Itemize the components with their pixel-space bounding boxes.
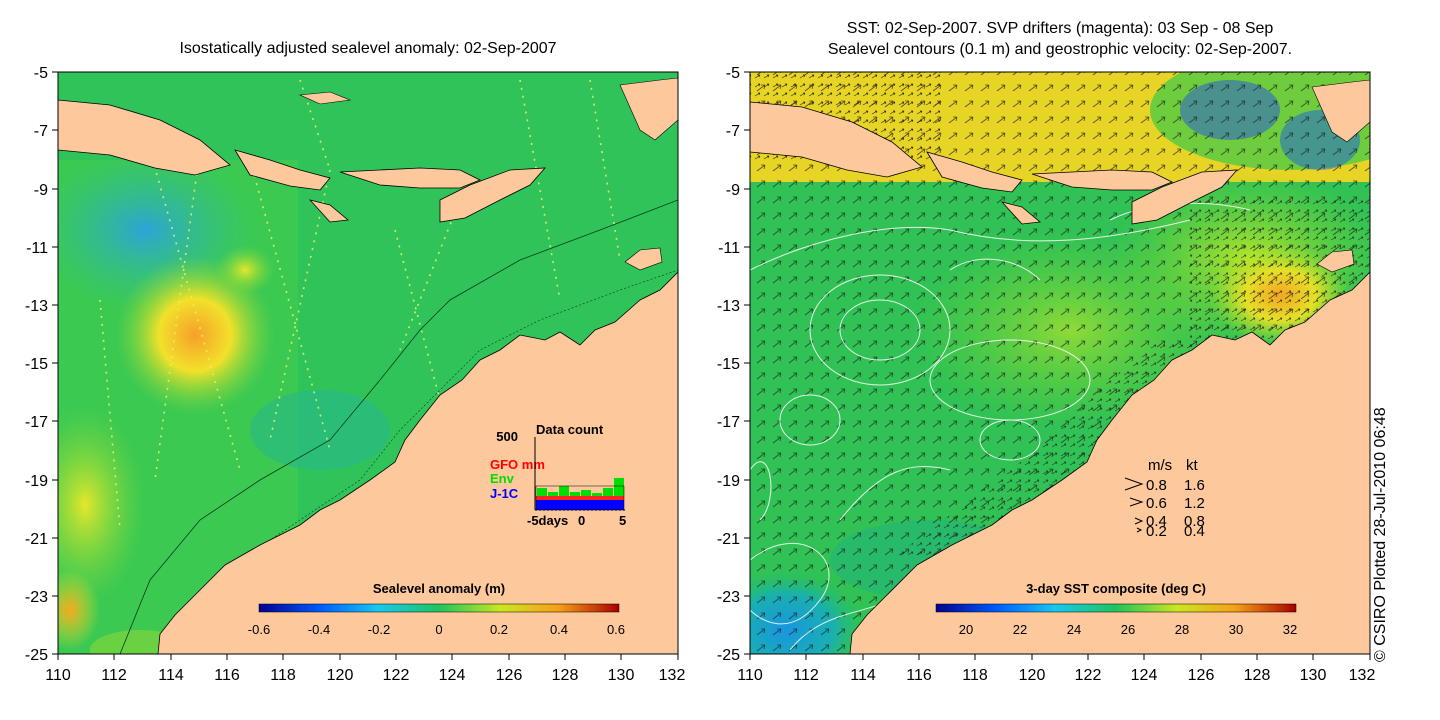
right-y-tick: -11	[718, 240, 740, 257]
left-y-axis	[52, 71, 58, 655]
sealevel-colorbar-tick: -0.6	[248, 622, 270, 637]
right-x-tick: 126	[1188, 667, 1215, 684]
right-x-tick: 118	[962, 667, 988, 684]
left-y-tick: -11	[26, 240, 48, 257]
left-x-tick: 126	[496, 667, 523, 684]
australia-landmass	[157, 271, 678, 654]
right-panel-title-line2: Sealevel contours (0.1 m) and geostrophi…	[827, 41, 1293, 58]
sst-colorbar-tick: 26	[1121, 622, 1135, 637]
left-x-tick: 120	[327, 667, 354, 684]
left-y-tick: -19	[25, 473, 48, 490]
left-x-tick: 112	[101, 667, 127, 684]
sst-colorbar-tick: 22	[1013, 622, 1027, 637]
right-x-tick: 124	[1131, 667, 1158, 684]
right-x-tick: 122	[1075, 667, 1102, 684]
left-x-tick: 116	[214, 667, 240, 684]
left-y-tick: -21	[25, 531, 48, 548]
legend-header-ms: m/s	[1148, 457, 1172, 474]
sst-colorbar-tick: 24	[1067, 622, 1081, 637]
legend-kt: 0.4	[1184, 523, 1205, 540]
right-y-tick: -17	[717, 414, 740, 431]
right-x-tick: 114	[850, 667, 876, 684]
left-y-tick: -7	[34, 123, 48, 140]
right-x-tick: 116	[906, 667, 932, 684]
left-y-tick: -5	[34, 65, 48, 82]
arrow-0.6-icon	[1129, 497, 1144, 507]
legend-kt: 1.6	[1184, 477, 1205, 494]
right-x-tick: 110	[737, 667, 763, 684]
legend-ms: 0.6	[1146, 495, 1167, 512]
right-y-tick: -15	[717, 356, 740, 373]
right-y-tick: -9	[726, 182, 740, 199]
data-count-title: Data count	[536, 422, 604, 437]
australia-landmass	[849, 271, 1370, 654]
sst-colorbar-tick: 28	[1175, 622, 1189, 637]
left-panel-title: Isostatically adjusted sealevel anomaly:…	[179, 40, 557, 57]
left-y-tick: -15	[25, 356, 48, 373]
sst-colorbar-label: 3-day SST composite (deg C)	[1026, 581, 1206, 596]
legend-kt: 1.2	[1184, 495, 1205, 512]
data-count-xlabel: 0	[578, 513, 585, 528]
sst-colorbar-tick: 20	[959, 622, 973, 637]
left-x-axis	[57, 654, 679, 660]
right-y-tick: -25	[717, 647, 740, 664]
sealevel-colorbar-tick: 0.4	[550, 622, 568, 637]
data-count-xlabel: -5days	[527, 513, 568, 528]
right-y-tick: -7	[726, 123, 740, 140]
left-y-tick: -9	[34, 182, 48, 199]
arrow-0.8-icon	[1124, 477, 1144, 491]
right-x-tick: 132	[1349, 667, 1376, 684]
data-count-xlabel: 5	[619, 513, 626, 528]
sealevel-colorbar-tick: 0.6	[607, 622, 625, 637]
arrow-0.4-icon	[1134, 517, 1144, 525]
left-x-tick: 110	[45, 667, 71, 684]
data-count-inset: Data count 500 GFO mm Env J-1C -5days 0 …	[490, 422, 626, 528]
right-y-tick: -21	[717, 531, 740, 548]
velocity-legend: m/s kt 0.8 1.6 0.6 1.2 0.4 0.8 0.2 0.4	[1124, 457, 1205, 540]
left-y-tick: -25	[25, 647, 48, 664]
sealevel-colorbar-tick: 0	[435, 622, 442, 637]
sst-colorbar: 3-day SST composite (deg C) 20 22 24 26 …	[935, 581, 1297, 637]
sst-colorbar-tick: 32	[1283, 622, 1297, 637]
left-x-tick: 114	[158, 667, 184, 684]
left-x-tick: 130	[608, 667, 635, 684]
sealevel-colorbar-tick: 0.2	[490, 622, 508, 637]
legend-header-kt: kt	[1186, 457, 1199, 474]
right-x-tick: 120	[1019, 667, 1046, 684]
left-x-tick: 128	[552, 667, 579, 684]
right-panel-title-line1: SST: 02-Sep-2007. SVP drifters (magenta)…	[846, 20, 1274, 37]
sealevel-colorbar: Sealevel anomaly (m) -0.6 -0.4 -0.2 0 0.…	[248, 581, 625, 637]
right-y-tick: -19	[717, 473, 740, 490]
left-x-tick: 132	[659, 667, 686, 684]
right-y-tick: -13	[717, 298, 740, 315]
sealevel-colorbar-label: Sealevel anomaly (m)	[373, 581, 505, 596]
left-x-tick: 124	[439, 667, 466, 684]
sst-map: -5 -7 -9 -11 -13 -15 -17 -19 -21 -23 -25…	[717, 65, 1376, 684]
copyright-credit: © CSIRO Plotted 28-Jul-2010 06:48	[1372, 407, 1389, 662]
data-count-ymax: 500	[496, 429, 518, 444]
legend-ms: 0.8	[1146, 477, 1167, 494]
left-y-tick: -23	[25, 589, 48, 606]
left-y-tick: -13	[25, 298, 48, 315]
sst-colorbar-tick: 30	[1229, 622, 1243, 637]
left-x-tick: 122	[383, 667, 410, 684]
left-x-tick: 118	[270, 667, 296, 684]
arrow-0.2-icon	[1136, 527, 1143, 533]
right-x-tick: 128	[1244, 667, 1271, 684]
legend-j1c: J-1C	[490, 486, 519, 501]
legend-kt: 0.8	[1184, 513, 1205, 530]
sealevel-colorbar-tick: -0.2	[368, 622, 390, 637]
legend-env: Env	[490, 471, 515, 486]
right-x-tick: 130	[1300, 667, 1327, 684]
left-y-tick: -17	[25, 414, 48, 431]
sealevel-anomaly-map: -5 -7 -9 -11 -13 -15 -17 -19 -21 -23 -25…	[25, 65, 686, 684]
sealevel-colorbar-tick: -0.4	[308, 622, 330, 637]
right-x-tick: 112	[793, 667, 819, 684]
legend-gfo: GFO mm	[490, 457, 545, 472]
legend-ms: 0.4	[1146, 513, 1167, 530]
right-y-tick: -23	[717, 589, 740, 606]
legend-ms: 0.2	[1146, 523, 1167, 540]
right-y-tick: -5	[726, 65, 740, 82]
